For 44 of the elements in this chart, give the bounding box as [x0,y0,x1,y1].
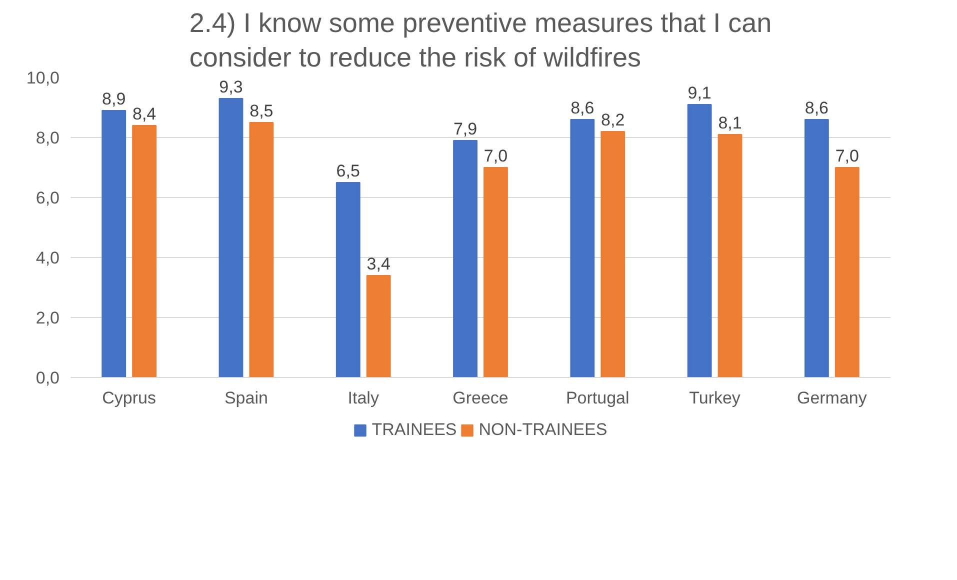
data-label: 8,9 [102,90,126,108]
x-tick-label: Italy [348,388,380,408]
bar [718,134,742,378]
bar [804,119,829,378]
y-tick-label: 2,0 [36,308,60,328]
chart-title: 2.4) I know some preventive measures that I can consider to reduce the risk of wildfires [189,8,772,72]
bar [366,275,391,378]
bar [484,167,508,378]
data-label: 9,3 [219,78,243,96]
bar [570,119,595,378]
x-tick-label: Germany [796,388,868,408]
data-label: 8,1 [718,114,742,132]
x-tick-label: Greece [452,388,508,408]
data-label: 8,2 [601,110,625,130]
data-label: 6,5 [336,162,360,180]
data-label: 9,1 [688,84,712,102]
bar [834,167,860,378]
y-tick-label: 6,0 [36,188,60,208]
y-tick-label: 4,0 [36,248,60,268]
x-tick-label: Spain [224,388,268,408]
data-label: 7,0 [484,146,508,166]
data-label: 8,6 [570,98,594,118]
data-label: 7,9 [453,120,478,138]
bar [132,125,157,378]
bar [600,131,626,378]
y-tick-label: 8,0 [36,128,60,148]
bar [102,110,126,378]
bar [249,122,274,378]
bar [687,104,712,378]
data-label: 8,4 [132,104,156,124]
legend-label: NON-TRAINEES [478,420,608,440]
data-label: 7,0 [835,146,859,166]
y-tick-label: 0,0 [36,368,60,388]
x-tick-label: Portugal [566,388,630,408]
bar [453,140,478,378]
data-label: 8,5 [250,102,274,120]
data-label: 3,4 [366,254,390,274]
bar [336,182,360,378]
legend-label: TRAINEES [372,420,457,440]
bar [218,98,244,378]
y-tick-label: 10,0 [26,68,60,88]
data-label: 8,6 [804,98,829,118]
x-tick-label: Turkey [689,388,741,408]
x-tick-label: Cyprus [102,388,156,408]
